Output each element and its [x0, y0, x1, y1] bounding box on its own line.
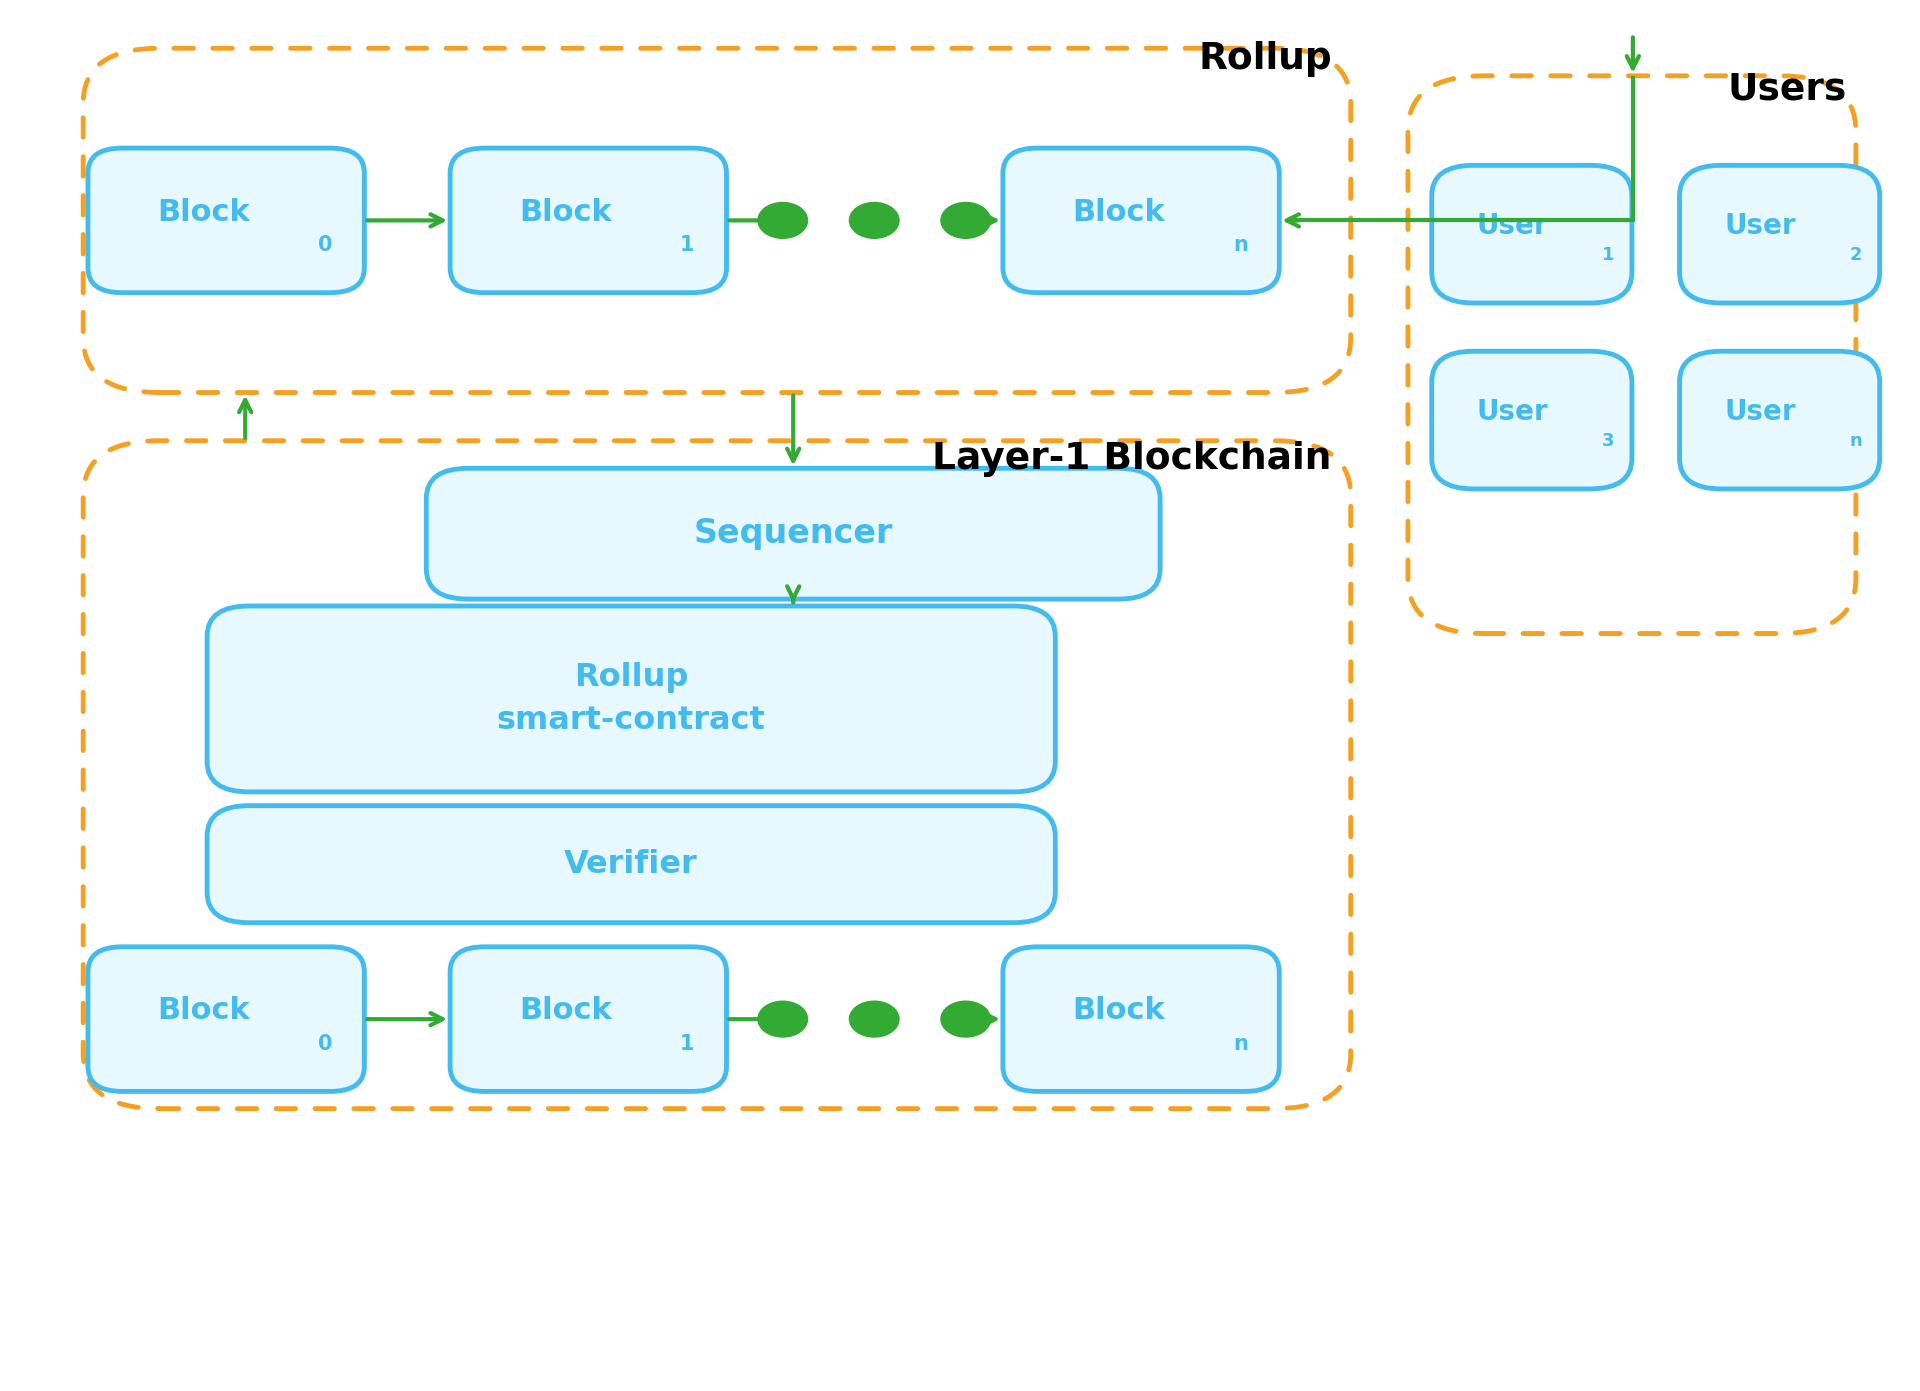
FancyBboxPatch shape: [449, 947, 726, 1092]
Circle shape: [758, 203, 808, 238]
Text: Block: Block: [1071, 198, 1165, 227]
Text: 0: 0: [319, 1034, 332, 1054]
Circle shape: [849, 1002, 899, 1038]
Text: Block: Block: [518, 198, 612, 227]
Text: 2: 2: [1849, 246, 1862, 264]
Text: n: n: [1849, 431, 1862, 449]
FancyBboxPatch shape: [1002, 147, 1279, 292]
Text: Block: Block: [157, 996, 250, 1025]
FancyBboxPatch shape: [1432, 166, 1632, 303]
Circle shape: [941, 203, 991, 238]
Text: Sequencer: Sequencer: [693, 517, 893, 551]
Text: Block: Block: [518, 996, 612, 1025]
Circle shape: [849, 203, 899, 238]
Circle shape: [758, 1002, 808, 1038]
Text: Block: Block: [157, 198, 250, 227]
Text: 1: 1: [680, 1034, 695, 1054]
FancyBboxPatch shape: [449, 147, 726, 292]
Text: 0: 0: [319, 235, 332, 255]
FancyBboxPatch shape: [88, 947, 365, 1092]
Text: 1: 1: [1601, 246, 1615, 264]
Circle shape: [941, 1002, 991, 1038]
Text: Verifier: Verifier: [564, 849, 699, 879]
Text: User: User: [1724, 211, 1797, 239]
Text: Layer-1 Blockchain: Layer-1 Blockchain: [933, 441, 1332, 477]
FancyBboxPatch shape: [1432, 351, 1632, 488]
Text: n: n: [1233, 235, 1248, 255]
Text: Users: Users: [1728, 72, 1847, 107]
FancyBboxPatch shape: [207, 606, 1056, 791]
Text: Block: Block: [1071, 996, 1165, 1025]
FancyBboxPatch shape: [207, 805, 1056, 922]
FancyBboxPatch shape: [426, 469, 1160, 600]
Text: User: User: [1724, 398, 1797, 426]
Text: 3: 3: [1601, 431, 1615, 449]
FancyBboxPatch shape: [1680, 351, 1880, 488]
Text: User: User: [1476, 398, 1549, 426]
Text: n: n: [1233, 1034, 1248, 1054]
FancyBboxPatch shape: [88, 147, 365, 292]
FancyBboxPatch shape: [1680, 166, 1880, 303]
FancyBboxPatch shape: [1002, 947, 1279, 1092]
Text: Rollup
smart-contract: Rollup smart-contract: [497, 662, 766, 736]
Text: User: User: [1476, 211, 1549, 239]
Text: Rollup: Rollup: [1198, 42, 1332, 78]
Text: 1: 1: [680, 235, 695, 255]
